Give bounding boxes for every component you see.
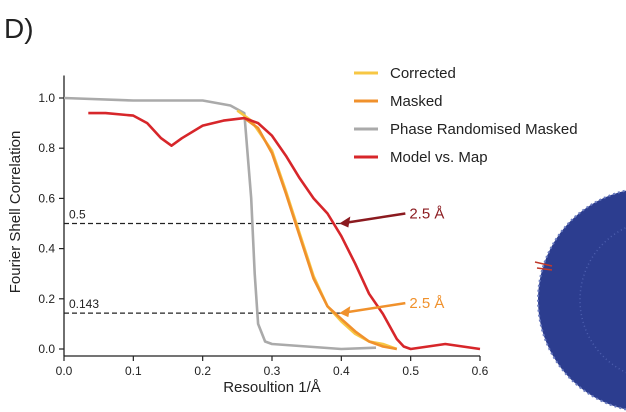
x-axis-label: Resoultion 1/Å [223, 379, 321, 396]
legend-label: Phase Randomised Masked [390, 121, 578, 138]
annotation-arrow [347, 214, 405, 223]
threshold-label: 0.5 [69, 208, 86, 222]
x-tick-label: 0.1 [125, 364, 142, 378]
panel-label: D) [4, 13, 34, 44]
x-tick-label: 0.4 [333, 364, 350, 378]
y-tick-label: 0.6 [38, 191, 55, 205]
series-line [237, 111, 396, 349]
threshold-label: 0.143 [69, 297, 99, 311]
annotation-arrowhead [339, 217, 350, 228]
y-tick-label: 0.8 [38, 141, 55, 155]
sphere [538, 188, 626, 412]
y-axis-label: Fourier Shell Correlation [7, 131, 24, 294]
sphere-image [535, 188, 626, 412]
annotation-arrowhead [339, 306, 350, 317]
y-tick-label: 0.0 [38, 342, 55, 356]
plot-area: 0.0 0.2 0.4 0.6 0.8 1.0 0.0 0.1 0.2 0.3 0.4 0.5 0.6 0… [38, 65, 577, 378]
y-tick-label: 0.2 [38, 292, 55, 306]
annotation-label: 2.5 Å [409, 206, 444, 223]
y-tick-label: 0.4 [38, 242, 55, 256]
series-line [244, 118, 396, 349]
chart: D) Resoultion 1/Å Fourier Shell Correlat… [0, 0, 626, 412]
annotation-label: 2.5 Å [409, 295, 444, 312]
x-tick-label: 0.2 [194, 364, 211, 378]
x-tick-label: 0.6 [472, 364, 489, 378]
y-tick-label: 1.0 [38, 91, 55, 105]
legend-label: Corrected [390, 65, 456, 82]
x-tick-label: 0.3 [264, 364, 281, 378]
legend-label: Model vs. Map [390, 149, 488, 166]
legend-label: Masked [390, 93, 443, 110]
x-tick-label: 0.0 [56, 364, 73, 378]
x-tick-label: 0.5 [402, 364, 419, 378]
